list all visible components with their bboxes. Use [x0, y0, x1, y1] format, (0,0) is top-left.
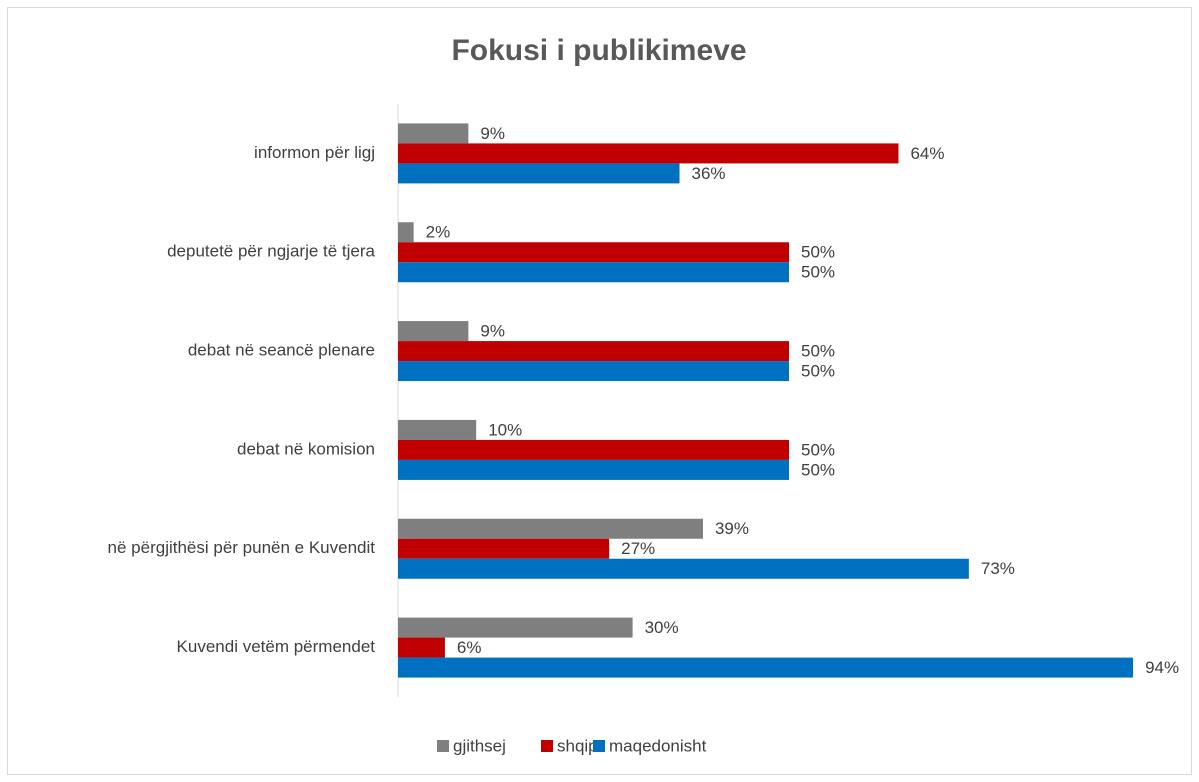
bar: [398, 361, 789, 382]
bar: [398, 222, 414, 243]
bar: [398, 143, 899, 164]
bar: [398, 341, 789, 362]
category-label: deputetë për ngjarje të tjera: [167, 242, 375, 261]
data-label: 50%: [801, 440, 835, 459]
category-label: debat në komision: [237, 439, 375, 458]
bar: [398, 242, 789, 263]
data-label: 94%: [1145, 658, 1179, 677]
data-label: 64%: [910, 144, 944, 163]
data-label: 50%: [801, 460, 835, 479]
data-label: 30%: [645, 618, 679, 637]
chart-border: [7, 7, 1192, 775]
legend-swatch: [593, 740, 605, 752]
data-label: 36%: [692, 164, 726, 183]
data-label: 50%: [801, 362, 835, 381]
data-label: 9%: [480, 124, 505, 143]
category-label: në përgjithësi për punën e Kuvendit: [108, 538, 376, 557]
bar: [398, 123, 469, 144]
data-label: 10%: [488, 420, 522, 439]
bar: [398, 163, 680, 184]
data-label: 27%: [621, 539, 655, 558]
legend-swatch: [541, 740, 553, 752]
legend-swatch: [437, 740, 449, 752]
bar: [398, 321, 469, 342]
bar: [398, 262, 789, 283]
data-label: 50%: [801, 243, 835, 262]
bar: [398, 637, 445, 658]
data-label: 2%: [426, 223, 451, 242]
bar: [398, 419, 477, 440]
bar: [398, 459, 789, 480]
data-label: 6%: [457, 638, 482, 657]
data-label: 39%: [715, 519, 749, 538]
legend-label: maqedonisht: [609, 736, 707, 755]
bar: [398, 538, 610, 559]
category-label: informon për ligj: [254, 143, 375, 162]
category-label: Kuvendi vetëm përmendet: [177, 637, 376, 656]
data-label: 9%: [480, 322, 505, 341]
legend-label: shqip: [557, 736, 598, 755]
bar: [398, 518, 703, 539]
chart-title: Fokusi i publikimeve: [451, 34, 746, 67]
bar: [398, 439, 789, 460]
bar: [398, 617, 633, 638]
data-label: 73%: [981, 559, 1015, 578]
data-label: 50%: [801, 263, 835, 282]
data-label: 50%: [801, 342, 835, 361]
legend-label: gjithsej: [453, 736, 506, 755]
category-label: debat në seancë plenare: [188, 341, 375, 360]
bar: [398, 558, 969, 579]
bar: [398, 657, 1134, 678]
